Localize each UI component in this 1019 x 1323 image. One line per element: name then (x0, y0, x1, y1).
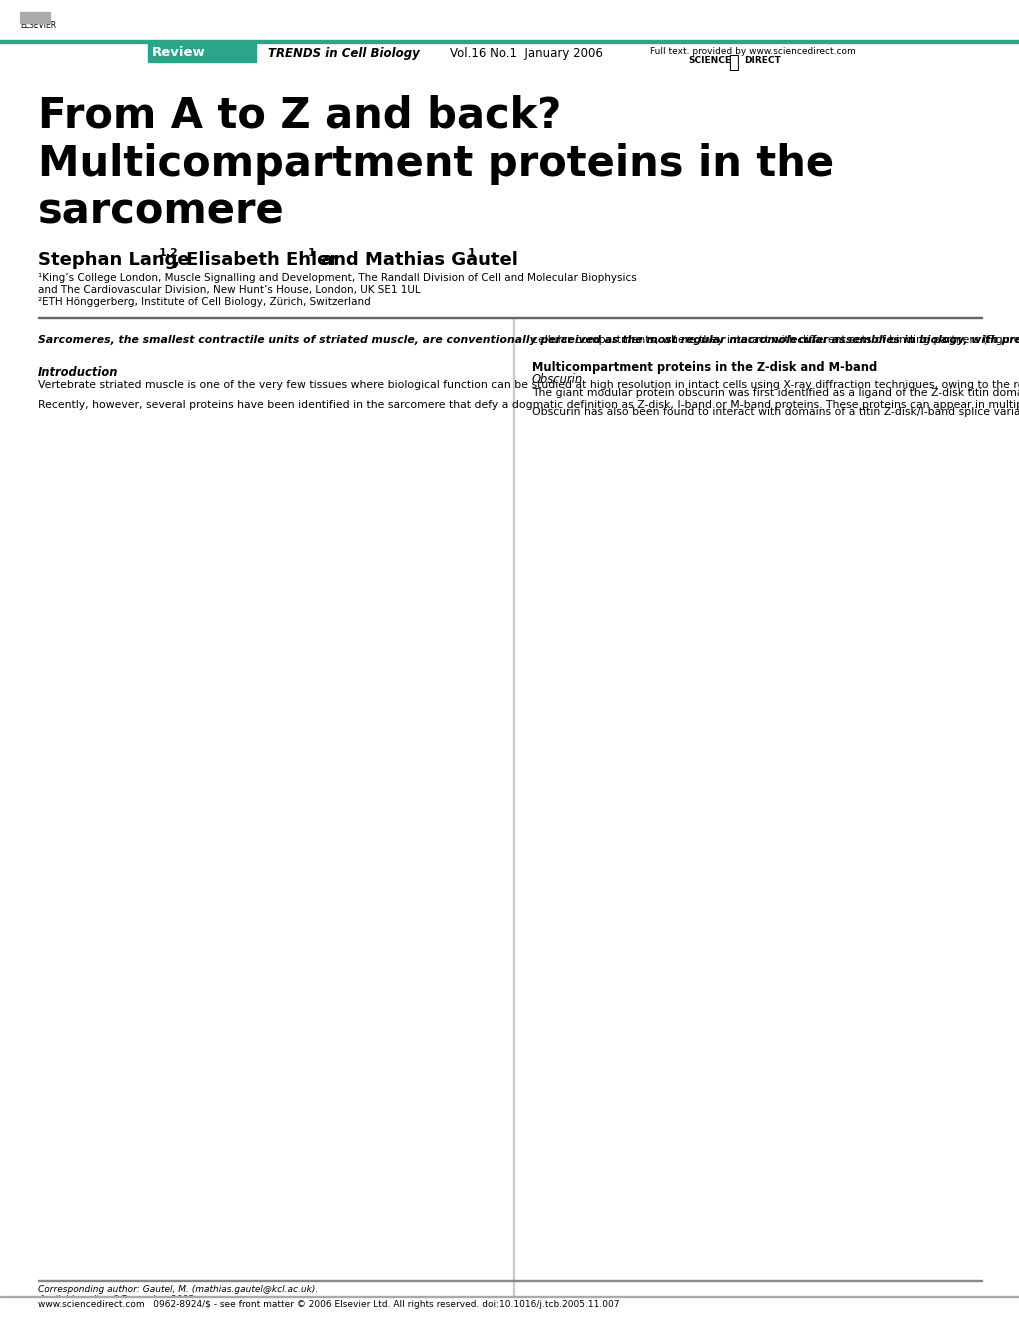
Text: ¹King’s College London, Muscle Signalling and Development, The Randall Division : ¹King’s College London, Muscle Signallin… (38, 273, 636, 283)
Text: Multicompartment proteins in the Z-disk and M-band: Multicompartment proteins in the Z-disk … (532, 360, 876, 373)
Text: 1: 1 (468, 247, 475, 258)
Text: Sarcomeres, the smallest contractile units of striated muscle, are conventionall: Sarcomeres, the smallest contractile uni… (38, 335, 1019, 345)
Text: Introduction: Introduction (38, 366, 118, 380)
Text: Multicompartment proteins in the: Multicompartment proteins in the (38, 143, 834, 185)
Bar (20, 19, 50, 20)
Bar (8, 8, 118, 42)
Bar (20, 15, 50, 16)
Text: ELSEVIER: ELSEVIER (20, 21, 56, 30)
Text: sarcomere: sarcomere (38, 191, 284, 233)
Text: The giant modular protein obscurin was first identified as a ligand of the Z-dis: The giant modular protein obscurin was f… (532, 388, 1019, 397)
Text: cellular compartments, where they interact with different sets of binding partne: cellular compartments, where they intera… (532, 335, 1019, 345)
Text: SCIENCE: SCIENCE (688, 56, 731, 65)
Text: DIRECT: DIRECT (743, 56, 780, 65)
Text: TRENDS in Cell Biology: TRENDS in Cell Biology (268, 46, 420, 60)
Text: Vertebrate striated muscle is one of the very few tissues where biological funct: Vertebrate striated muscle is one of the… (38, 380, 1019, 390)
Text: ²ETH Hönggerberg, Institute of Cell Biology, Zürich, Switzerland: ²ETH Hönggerberg, Institute of Cell Biol… (38, 296, 370, 307)
Text: Vol.16 No.1  January 2006: Vol.16 No.1 January 2006 (449, 46, 602, 60)
Text: 1: 1 (308, 247, 316, 258)
Text: Review: Review (152, 46, 206, 60)
Bar (20, 12, 50, 13)
Text: ⓐ: ⓐ (728, 54, 738, 71)
Text: Obscurin has also been found to interact with domains of a titin Z-disk/I-band s: Obscurin has also been found to interact… (532, 407, 1019, 417)
Text: Obscurin: Obscurin (532, 373, 583, 386)
Bar (0, 1297, 1019, 1323)
Text: 1,2: 1,2 (159, 247, 178, 258)
Text: and Mathias Gautel: and Mathias Gautel (315, 251, 518, 269)
Text: , Elisabeth Ehler: , Elisabeth Ehler (173, 251, 338, 269)
Text: and The Cardiovascular Division, New Hunt’s House, London, UK SE1 1UL: and The Cardiovascular Division, New Hun… (38, 284, 420, 295)
Text: www.sciencedirect.com   0962-8924/$ - see front matter © 2006 Elsevier Ltd. All : www.sciencedirect.com 0962-8924/$ - see … (38, 1301, 619, 1308)
Text: From A to Z and back?: From A to Z and back? (38, 95, 560, 138)
Text: Full text. provided by www.sciencedirect.com: Full text. provided by www.sciencedirect… (649, 48, 855, 56)
Text: Corresponding author: Gautel, M. (mathias.gautel@kcl.ac.uk).: Corresponding author: Gautel, M. (mathia… (38, 1285, 318, 1294)
Text: Stephan Lange: Stephan Lange (38, 251, 190, 269)
Bar (0, 40, 1019, 44)
Bar (20, 21, 50, 22)
Text: Recently, however, several proteins have been identified in the sarcomere that d: Recently, however, several proteins have… (38, 400, 1019, 410)
Text: Available online 6 December 2005: Available online 6 December 2005 (38, 1295, 194, 1304)
Bar (148, 44, 256, 62)
